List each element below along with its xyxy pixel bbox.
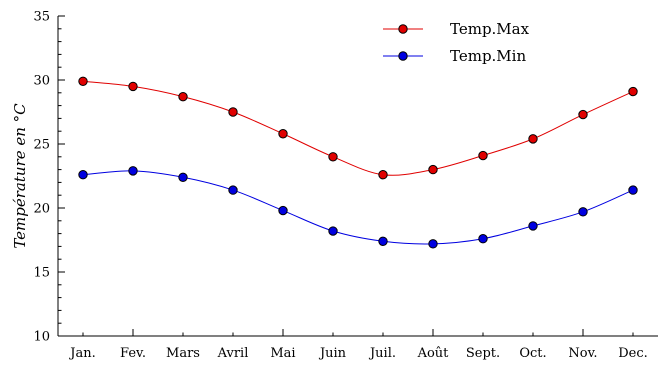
data-point-temp-min [228, 185, 238, 195]
x-tick-label: Mai [270, 346, 295, 361]
data-point-temp-max [228, 107, 238, 117]
x-tick-label: Jan. [68, 346, 95, 361]
legend-marker-temp-max [398, 24, 408, 34]
x-tick-label: Juin [318, 346, 347, 361]
legend-label-temp-min: Temp.Min [450, 47, 526, 65]
y-tick-label: 20 [33, 202, 50, 217]
y-tick-label: 30 [33, 74, 50, 89]
legend-label-temp-max: Temp.Max [450, 20, 530, 38]
series-line-temp-max [82, 80, 634, 176]
data-point-temp-min [128, 166, 138, 176]
x-tick-label: Août [417, 346, 450, 361]
data-point-temp-max [578, 109, 588, 120]
data-point-temp-min [578, 207, 588, 217]
data-point-temp-min [78, 170, 88, 180]
y-tick-label: 15 [33, 266, 50, 281]
data-point-temp-max [478, 150, 488, 161]
data-point-temp-min [378, 236, 388, 246]
x-tick-label: Mars [166, 346, 200, 361]
data-point-temp-max [378, 170, 388, 180]
data-point-temp-min [278, 205, 288, 216]
data-point-temp-min [478, 234, 488, 244]
data-point-temp-min [628, 185, 638, 195]
y-axis-label: Température en °C [11, 103, 29, 249]
x-tick-label: Juil. [368, 346, 396, 361]
data-point-temp-max [328, 152, 338, 162]
x-tick-label: Sept. [466, 346, 500, 361]
y-tick-label: 10 [33, 330, 50, 345]
data-point-temp-max [628, 86, 638, 97]
data-point-temp-min [428, 239, 438, 249]
series-line-temp-min [82, 170, 634, 245]
x-tick-label: Dec. [618, 346, 648, 361]
data-point-temp-min [528, 221, 538, 231]
data-point-temp-min [328, 226, 338, 236]
data-point-temp-max [78, 76, 88, 86]
y-tick-label: 35 [33, 10, 50, 25]
y-tick-label: 25 [33, 138, 50, 153]
legend-marker-temp-min [398, 51, 408, 61]
x-tick-label: Fev. [120, 346, 146, 361]
legend: Temp.Max Temp.Min [383, 20, 530, 65]
data-point-temp-max [278, 129, 288, 139]
x-tick-label: Avril [217, 346, 249, 361]
data-point-temp-max [178, 91, 188, 102]
axes: 10 15 20 25 30 35 Jan. Fev. Mars Avril Mai Juin Juil… [33, 10, 658, 361]
data-point-temp-max [428, 164, 438, 175]
x-tick-label: Nov. [568, 346, 597, 361]
data-point-temp-max [528, 134, 538, 144]
x-tick-label: Oct. [519, 346, 546, 361]
data-point-temp-max [128, 81, 138, 92]
series-layer [78, 76, 638, 249]
data-point-temp-min [178, 172, 188, 182]
